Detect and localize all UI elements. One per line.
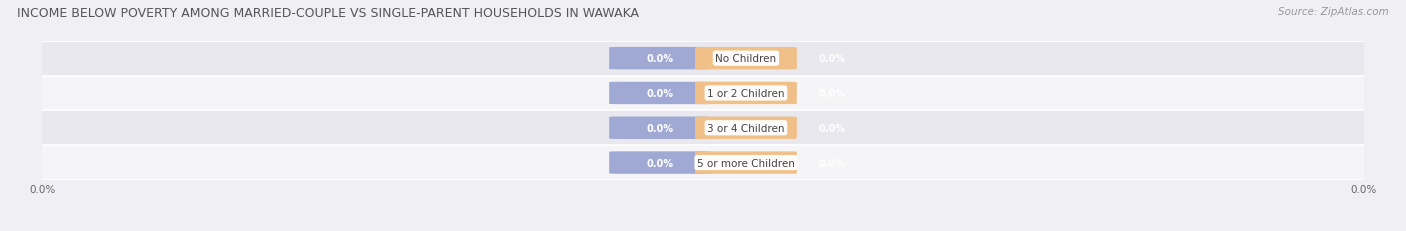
Text: 0.0%: 0.0% bbox=[818, 54, 845, 64]
Bar bbox=[42, 111, 1364, 146]
Text: 3 or 4 Children: 3 or 4 Children bbox=[707, 123, 785, 133]
Legend: Married Couples, Single Parents: Married Couples, Single Parents bbox=[593, 229, 813, 231]
Text: 1 or 2 Children: 1 or 2 Children bbox=[707, 88, 785, 99]
Text: 5 or more Children: 5 or more Children bbox=[697, 158, 794, 168]
Text: Source: ZipAtlas.com: Source: ZipAtlas.com bbox=[1278, 7, 1389, 17]
Bar bbox=[42, 42, 1364, 76]
Text: 0.0%: 0.0% bbox=[818, 158, 845, 168]
FancyBboxPatch shape bbox=[695, 152, 797, 174]
FancyBboxPatch shape bbox=[609, 152, 711, 174]
Text: 0.0%: 0.0% bbox=[647, 123, 673, 133]
FancyBboxPatch shape bbox=[609, 117, 711, 139]
Bar bbox=[42, 146, 1364, 180]
Text: 0.0%: 0.0% bbox=[647, 88, 673, 99]
Text: 0.0%: 0.0% bbox=[818, 88, 845, 99]
FancyBboxPatch shape bbox=[695, 48, 797, 70]
Text: No Children: No Children bbox=[716, 54, 776, 64]
Text: 0.0%: 0.0% bbox=[647, 54, 673, 64]
Text: INCOME BELOW POVERTY AMONG MARRIED-COUPLE VS SINGLE-PARENT HOUSEHOLDS IN WAWAKA: INCOME BELOW POVERTY AMONG MARRIED-COUPL… bbox=[17, 7, 638, 20]
Bar bbox=[42, 76, 1364, 111]
FancyBboxPatch shape bbox=[609, 82, 711, 105]
FancyBboxPatch shape bbox=[695, 117, 797, 139]
Text: 0.0%: 0.0% bbox=[647, 158, 673, 168]
Text: 0.0%: 0.0% bbox=[818, 123, 845, 133]
FancyBboxPatch shape bbox=[695, 82, 797, 105]
FancyBboxPatch shape bbox=[609, 48, 711, 70]
